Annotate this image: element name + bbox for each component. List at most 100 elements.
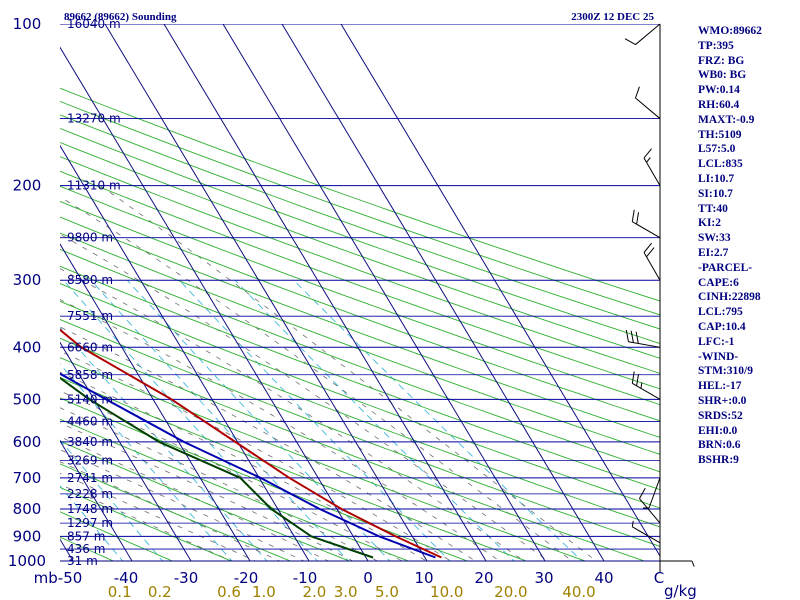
index-item: PW:0.14 [698, 84, 740, 97]
index-item: CAP:10.4 [698, 320, 746, 333]
mixing-ratio-line [234, 279, 515, 561]
dry-adiabat-line [60, 200, 660, 422]
temperature-tick-label: 10 [414, 569, 433, 587]
pressure-tick-label: 1000 [8, 552, 46, 570]
index-item: LCL:835 [698, 158, 743, 171]
sounding-indices-list: WMO:89662 TP:395 FRZ: BG WB0: BG PW:0.14 RH:6… [698, 24, 798, 468]
height-label: 13270 m [67, 112, 121, 126]
dry-adiabat-line [60, 283, 660, 509]
wind-barb [660, 560, 695, 567]
pressure-tick-label: 800 [13, 500, 42, 518]
isotherm-line [163, 24, 487, 561]
isotherms [60, 24, 660, 561]
index-item: L57:5.0 [698, 143, 736, 156]
mixing-ratio-label: 0.2 [148, 583, 172, 600]
parcel-profile-line [60, 372, 436, 559]
height-label: 6660 m [67, 340, 113, 354]
wind-barb [631, 209, 661, 239]
pressure-tick-label: 500 [13, 390, 42, 408]
dry-adiabat-line [60, 377, 528, 561]
temperature-axis-labels: mb-50 -40 -30 -20 -10 0 10 20 30 40 C [34, 569, 665, 587]
index-item: RH:60.4 [698, 98, 740, 111]
temperature-tick-label: 40 [594, 569, 613, 587]
dry-adiabat-line [60, 114, 660, 330]
pressure-tick-label: 200 [13, 177, 42, 195]
mixing-ratio-line [63, 279, 319, 561]
dry-adiabat-line [60, 248, 660, 473]
moist-adiabat-line [60, 326, 477, 561]
temperature-tick-label: -20 [234, 569, 259, 587]
index-item: HEL:-17 [698, 380, 742, 393]
isotherm-line [281, 24, 605, 561]
pressure-tick-label: 900 [13, 527, 42, 545]
height-label: 5140 m [67, 392, 113, 406]
index-item: BSHR:9 [698, 454, 739, 467]
dry-adiabat-line [60, 100, 660, 316]
isotherm-line [60, 341, 192, 561]
chart-title: 89662 (89662) Sounding [64, 11, 177, 23]
height-label: 8580 m [67, 273, 113, 287]
mixing-ratio-labels: 0.1 0.2 0.6 1.0 2.0 3.0 5.0 10.0 20.0 40.0 [108, 583, 596, 600]
mixing-ratio-line [60, 485, 124, 561]
height-label: 1297 m [67, 516, 113, 530]
pressure-tick-label: 100 [13, 15, 42, 33]
isobars [60, 24, 660, 561]
dry-adiabat-line [60, 440, 351, 561]
height-label: 1748 m [67, 502, 113, 516]
index-item: TT:40 [698, 202, 728, 215]
index-item: STM:310/9 [698, 365, 753, 378]
height-label: 16040 m [67, 17, 121, 31]
index-item: SHR+:0.0 [698, 394, 747, 407]
index-item: CINH:22898 [698, 291, 761, 304]
index-item: SI:10.7 [698, 187, 733, 200]
dry-adiabat-line [60, 216, 660, 438]
mixing-ratio-label: 20.0 [494, 583, 527, 600]
dry-adiabat-line [60, 127, 660, 344]
mixing-ratio-label: 1.0 [252, 583, 276, 600]
height-label: 2741 m [67, 471, 113, 485]
height-label: 436 m [67, 542, 105, 556]
wind-barb [643, 477, 661, 509]
isotherm-line [340, 24, 660, 557]
dry-adiabat-line [60, 357, 587, 561]
index-item: TP:395 [698, 39, 734, 52]
height-label: 5858 m [67, 368, 113, 382]
mixing-ratio-unit: g/kg [664, 582, 697, 600]
index-item: BRN:0.6 [698, 439, 741, 452]
dry-adiabat-line [60, 511, 174, 561]
dry-adiabat-line [60, 486, 233, 561]
wind-barb [624, 23, 661, 46]
index-item: LCL:795 [698, 306, 743, 319]
index-item: KI:2 [698, 217, 721, 230]
pressure-tick-label: 700 [13, 469, 42, 487]
dry-adiabat-line [60, 170, 660, 390]
mixing-ratio-label: 5.0 [375, 583, 399, 600]
index-item: WB0: BG [698, 69, 747, 82]
temperature-tick-label: C [654, 569, 664, 587]
dry-adiabat-line [60, 265, 660, 491]
index-item: LI:10.7 [698, 172, 735, 185]
moist-adiabat-line [60, 196, 573, 561]
temperature-tick-label: -10 [293, 569, 318, 587]
height-label: 4460 m [67, 415, 113, 429]
mixing-ratio-line [126, 279, 391, 561]
dry-adiabat-line [60, 185, 660, 406]
dewpoint-profile-line [60, 376, 374, 559]
height-label: 9800 m [67, 231, 113, 245]
index-item: SW:33 [698, 232, 731, 245]
dry-adiabat-line [60, 232, 660, 455]
mixing-ratio-label: 2.0 [302, 583, 326, 600]
moist-adiabat-line [60, 350, 452, 561]
index-item: LFC:-1 [698, 335, 735, 348]
moist-adiabat-line [60, 472, 257, 561]
pressure-tick-label: 600 [13, 433, 42, 451]
moist-adiabat-line [60, 268, 525, 561]
dry-adiabat-line [60, 418, 410, 561]
mixing-ratio-line [60, 326, 268, 561]
index-item: -WIND- [698, 350, 739, 363]
chart-datetime: 2300Z 12 DEC 25 [571, 11, 654, 23]
height-label: 7551 m [67, 309, 113, 323]
height-label: 11310 m [67, 179, 121, 193]
isotherm-line [60, 46, 369, 561]
